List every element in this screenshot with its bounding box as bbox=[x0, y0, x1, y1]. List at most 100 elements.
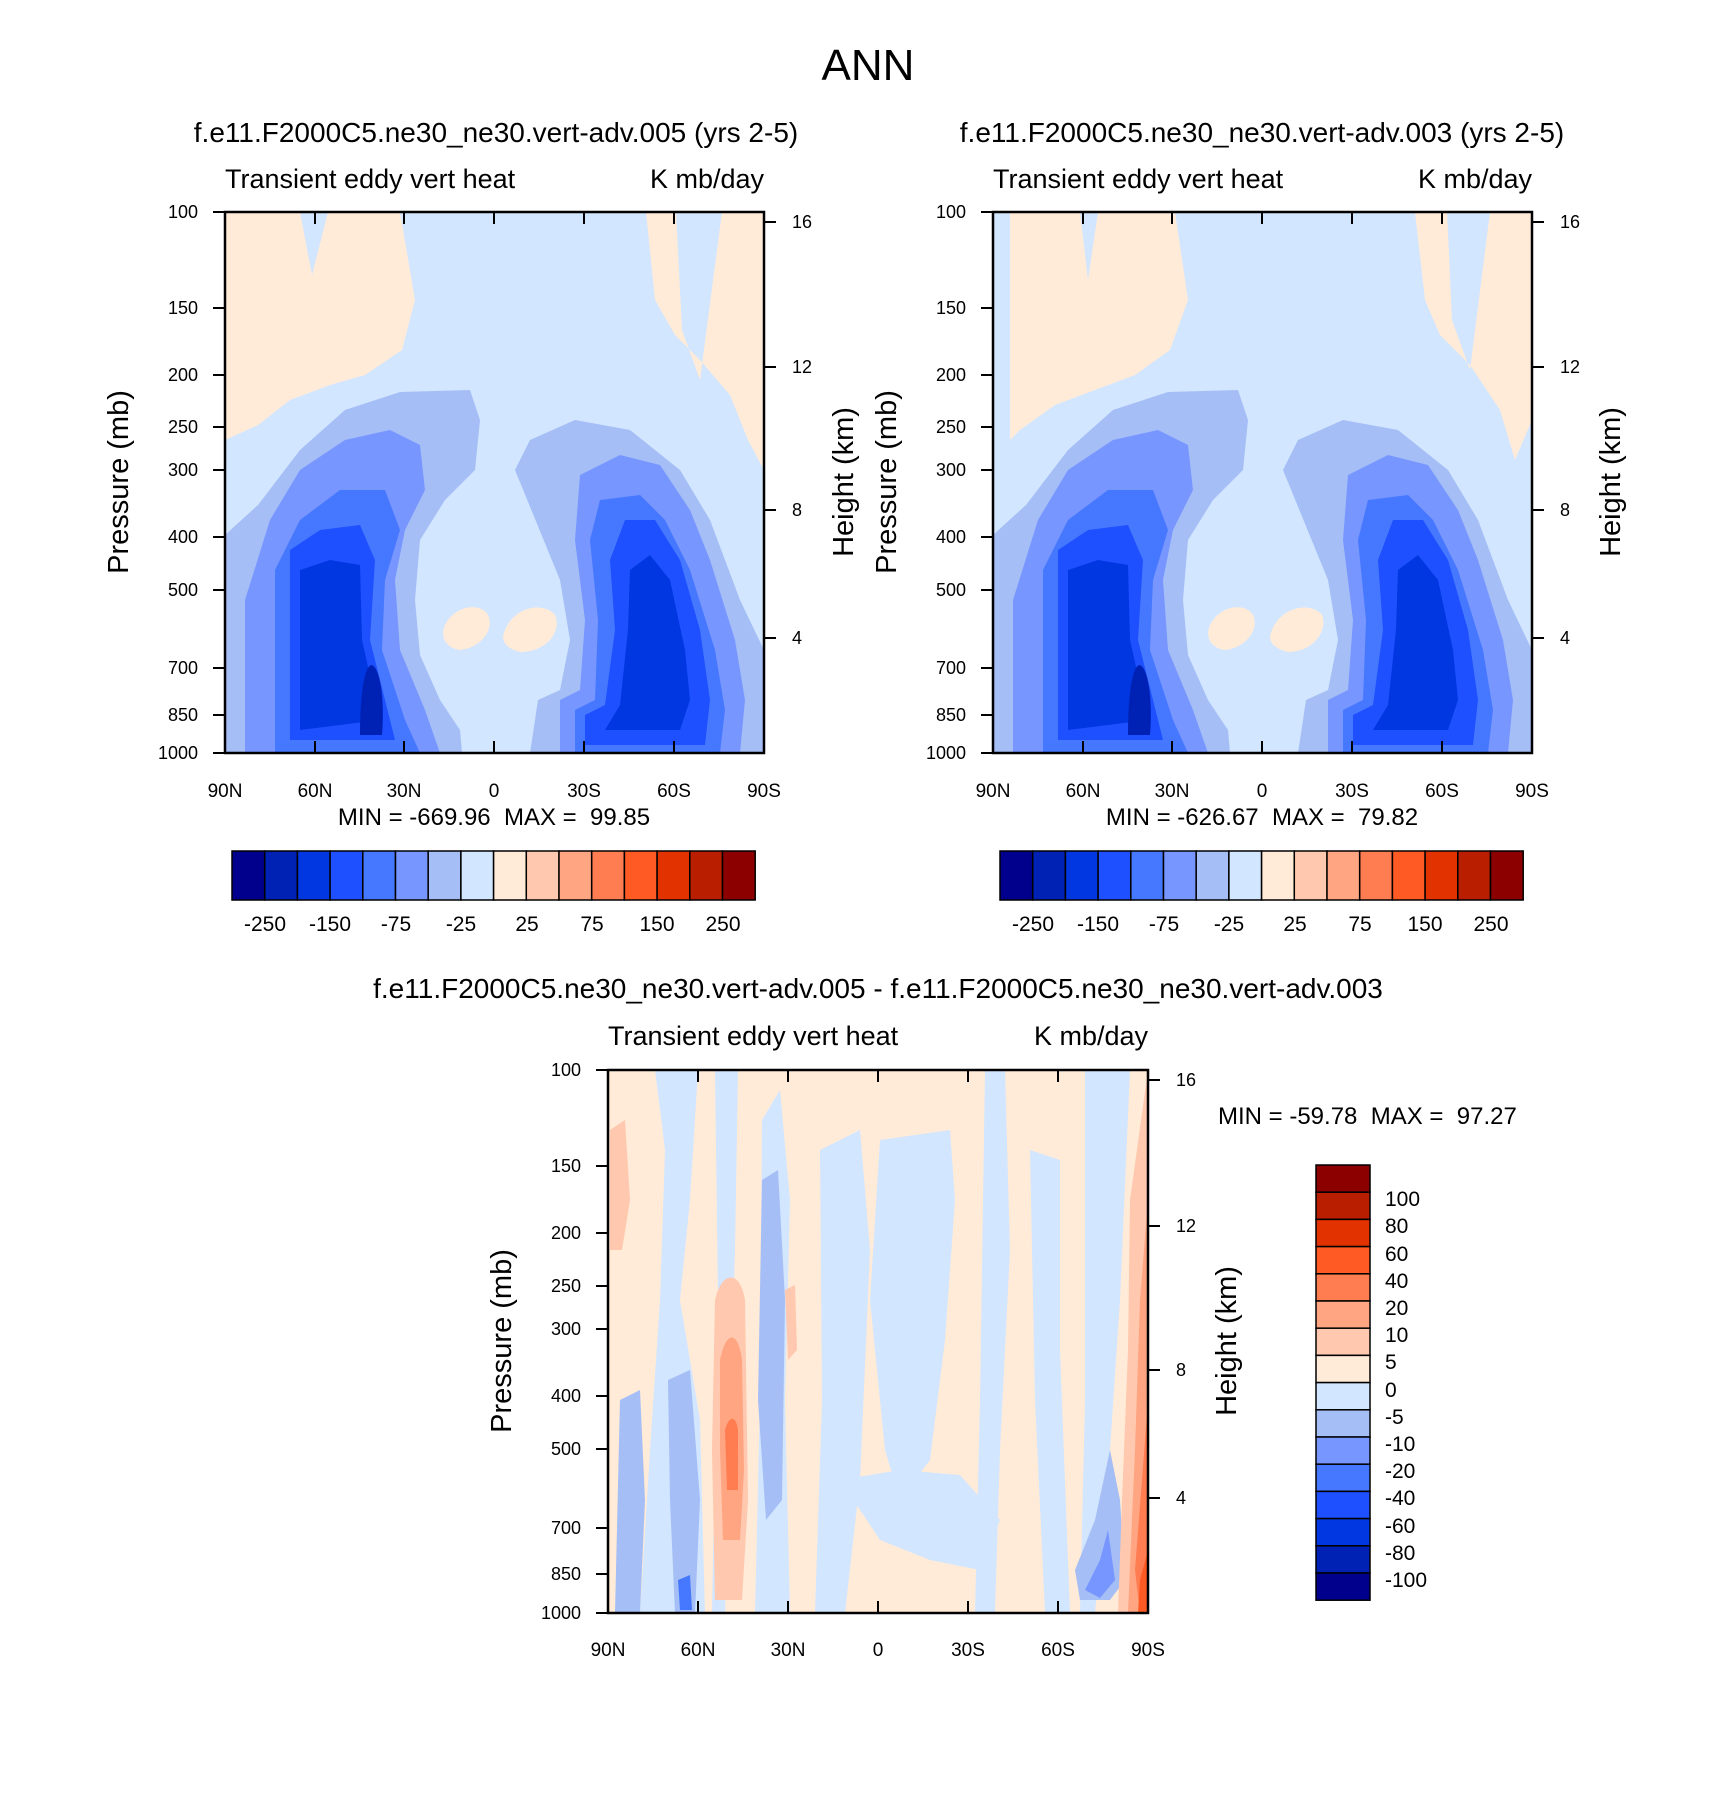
lower-mid-positive-blob-a bbox=[1208, 607, 1255, 650]
nh-level-minus120 bbox=[1128, 665, 1151, 735]
colorbar-box bbox=[999, 850, 1034, 901]
colorbar-box bbox=[1315, 1381, 1371, 1411]
negative-band-g bbox=[975, 1070, 1010, 1613]
colorbar-label: -75 bbox=[381, 913, 411, 936]
colorbar-box bbox=[721, 850, 756, 901]
colorbar-box bbox=[394, 850, 429, 901]
y-tick-label: 150 bbox=[551, 1156, 581, 1176]
colorbar-label: 60 bbox=[1385, 1243, 1408, 1266]
positive-left-column bbox=[610, 1120, 630, 1250]
colorbar-box bbox=[590, 850, 626, 901]
panel-1-title: f.e11.F2000C5.ne30_ne30.vert-adv.005 (yr… bbox=[194, 117, 798, 148]
x-tick-label: 60S bbox=[657, 781, 691, 802]
negative-cluster-80s-dark bbox=[1085, 1530, 1115, 1598]
x-tick-label: 60S bbox=[1041, 1640, 1075, 1661]
colorbar-box bbox=[558, 850, 593, 901]
y-tick-label: 150 bbox=[168, 298, 198, 318]
colorbar-label: -25 bbox=[1214, 913, 1244, 936]
panel-1-colorbar: -250 -150 -75 -25 25 75 150 250 bbox=[231, 850, 756, 936]
panel-2-min-max: MIN = -626.67 MAX = 79.82 bbox=[1106, 804, 1418, 831]
colorbar-box bbox=[1130, 850, 1165, 901]
colorbar-box bbox=[231, 850, 266, 901]
colorbar-box bbox=[1195, 850, 1230, 901]
panel-3-x-ticks bbox=[607, 1070, 1149, 1613]
colorbar-labels: -250 -150 -75 -25 25 75 150 250 bbox=[244, 913, 741, 936]
x-tick-label: 30N bbox=[387, 781, 422, 802]
height-tick-label: 12 bbox=[792, 357, 812, 377]
panel-1-field bbox=[225, 212, 764, 753]
figure-title: ANN bbox=[822, 41, 915, 90]
negative-dot-60n bbox=[678, 1575, 692, 1610]
height-tick-label: 16 bbox=[792, 212, 812, 232]
upper-positive-region-north bbox=[225, 212, 415, 440]
y-tick-label: 500 bbox=[936, 580, 966, 600]
y-tick-label: 250 bbox=[168, 417, 198, 437]
y-tick-label: 700 bbox=[168, 658, 198, 678]
colorbar-box bbox=[427, 850, 462, 901]
colorbar-label: 250 bbox=[705, 913, 740, 936]
y-tick-label: 200 bbox=[551, 1223, 581, 1243]
panel-2-colorbar: -250 -150 -75 -25 25 75 150 250 bbox=[999, 850, 1524, 936]
y-tick-label: 200 bbox=[936, 365, 966, 385]
sh-level-minus80 bbox=[1373, 555, 1458, 730]
colorbar-label: 150 bbox=[1407, 913, 1442, 936]
colorbar-box bbox=[1315, 1218, 1371, 1248]
x-tick-label: 30N bbox=[1155, 781, 1190, 802]
colorbar-box bbox=[1326, 850, 1361, 901]
panel-2-y-axis-label-right: Height (km) bbox=[1595, 407, 1627, 557]
x-tick-label: 30S bbox=[951, 1640, 985, 1661]
y-tick-label: 100 bbox=[936, 202, 966, 222]
panel-2-right-string: K mb/day bbox=[1418, 164, 1533, 194]
lower-mid-positive-blob-b bbox=[503, 607, 557, 652]
colorbar-box bbox=[1315, 1409, 1371, 1438]
colorbar-box bbox=[329, 850, 364, 901]
colorbar-label: -75 bbox=[1149, 913, 1179, 936]
y-tick-label: 700 bbox=[936, 658, 966, 678]
colorbar-label: -100 bbox=[1385, 1569, 1427, 1592]
colorbar-boxes bbox=[999, 850, 1524, 901]
colorbar-box bbox=[296, 850, 331, 901]
panel-3-right-string: K mb/day bbox=[1034, 1021, 1149, 1051]
colorbar-label: 75 bbox=[580, 913, 603, 936]
colorbar-box bbox=[656, 850, 691, 901]
colorbar-box bbox=[1315, 1191, 1371, 1221]
positive-strip-50n-strong bbox=[725, 1418, 738, 1490]
y-tick-label: 250 bbox=[936, 417, 966, 437]
panel-3-y-tick-labels: 100 150 200 250 300 400 500 700 850 1000 bbox=[541, 1060, 581, 1623]
x-tick-label: 60N bbox=[298, 781, 333, 802]
colorbar-box bbox=[1424, 850, 1459, 901]
x-tick-label: 90S bbox=[1131, 1640, 1165, 1661]
panel-3-y-axis-label: Pressure (mb) bbox=[486, 1249, 518, 1433]
x-tick-label: 60N bbox=[1066, 781, 1101, 802]
panel-3-right-tick-labels: 16 12 8 4 bbox=[1176, 1070, 1196, 1508]
nh-level-minus80 bbox=[300, 560, 380, 730]
panel-1: f.e11.F2000C5.ne30_ne30.vert-adv.005 (yr… bbox=[103, 117, 860, 936]
height-tick-label: 12 bbox=[1560, 357, 1580, 377]
upper-positive-region-north bbox=[1010, 212, 1188, 440]
x-tick-label: 90N bbox=[208, 781, 243, 802]
y-tick-label: 1000 bbox=[926, 743, 966, 763]
panel-3-field bbox=[608, 1070, 1148, 1613]
colorbar-box bbox=[1315, 1436, 1371, 1465]
height-tick-label: 4 bbox=[1176, 1488, 1186, 1508]
negative-left-column bbox=[615, 1390, 645, 1613]
colorbar-box bbox=[1315, 1545, 1371, 1574]
lower-mid-positive-blob-b bbox=[1270, 607, 1324, 652]
panel-2-left-string: Transient eddy vert heat bbox=[993, 164, 1284, 194]
panel-2-y-ticks bbox=[981, 211, 1544, 754]
panel-2-x-tick-labels: 90N 60N 30N 0 30S 60S 90S bbox=[976, 781, 1549, 802]
panel-2-y-tick-labels: 100 150 200 250 300 400 500 700 850 1000 bbox=[926, 202, 966, 763]
colorbar-box bbox=[1315, 1463, 1371, 1493]
colorbar-boxes bbox=[231, 850, 756, 901]
positive-edge-south-max bbox=[1138, 1550, 1148, 1613]
panel-3-y-axis-label-right: Height (km) bbox=[1211, 1266, 1243, 1416]
panel-3: f.e11.F2000C5.ne30_ne30.vert-adv.005 - f… bbox=[373, 973, 1517, 1661]
colorbar-label: 250 bbox=[1473, 913, 1508, 936]
nh-level-minus120 bbox=[360, 665, 383, 735]
negative-strip-60n bbox=[668, 1370, 700, 1613]
upper-positive-region-south bbox=[1415, 212, 1532, 460]
y-tick-label: 100 bbox=[551, 1060, 581, 1080]
x-tick-label: 60N bbox=[681, 1640, 716, 1661]
colorbar-label: 10 bbox=[1385, 1324, 1408, 1347]
